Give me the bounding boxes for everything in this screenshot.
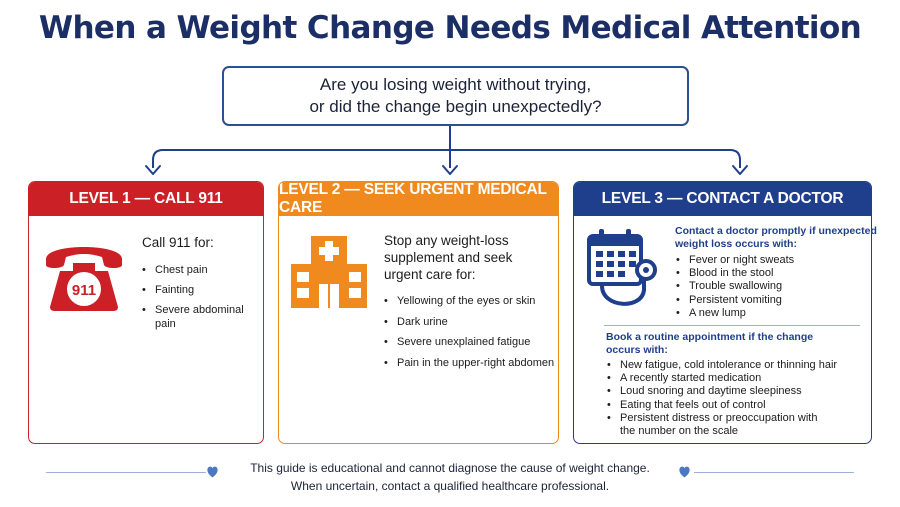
list-item: A recently started medication <box>607 372 869 385</box>
list-item: Yellowing of the eyes or skin <box>384 294 556 309</box>
level-3-routine-lead-line: occurs with: <box>606 344 668 356</box>
level-2-lead-line: Stop any weight-loss <box>384 233 509 248</box>
footer-disclaimer: This guide is educational and cannot dia… <box>200 459 700 495</box>
hospital-icon <box>291 236 367 308</box>
list-item: Fever or night sweats <box>676 254 866 267</box>
list-item: Persistent distress or preoccupation wit… <box>607 412 869 438</box>
heart-icon <box>207 466 218 478</box>
footer-divider-left <box>46 472 206 473</box>
list-item: Persistent vomiting <box>676 294 866 307</box>
footer-line-1: This guide is educational and cannot dia… <box>250 461 650 475</box>
arrow-level-1 <box>145 165 161 175</box>
list-item: Blood in the stool <box>676 267 866 280</box>
list-item: Severe unexplained fatigue <box>384 335 556 350</box>
list-item: A new lump <box>676 307 866 320</box>
list-item: Fainting <box>142 283 262 297</box>
heart-icon <box>679 466 690 478</box>
footer-divider-right <box>694 472 854 473</box>
list-item: Severe abdominal pain <box>142 303 262 331</box>
arrow-level-2 <box>442 165 458 175</box>
list-item: Loud snoring and daytime sleepiness <box>607 385 869 398</box>
level-2-card: LEVEL 2 — SEEK URGENT MEDICAL CARE <box>278 181 559 444</box>
footer-line-2: When uncertain, contact a qualified heal… <box>290 479 610 493</box>
question-line-1: Are you losing weight without trying, <box>319 75 592 94</box>
level-3-divider <box>604 325 860 326</box>
level-1-lead: Call 911 for: <box>142 235 214 250</box>
level-2-lead: Stop any weight-loss supplement and seek… <box>384 232 512 283</box>
level-3-routine-lead: Book a routine appointment if the change… <box>606 331 813 357</box>
level-3-lead-line: weight loss occurs with: <box>675 238 797 250</box>
level-2-lead-line: urgent care for: <box>384 267 476 282</box>
level-3-urgent-list: Fever or night sweats Blood in the stool… <box>676 254 866 320</box>
calendar-stethoscope-icon <box>587 229 657 306</box>
level-2-lead-line: supplement and seek <box>384 250 513 265</box>
list-item: New fatigue, cold intolerance or thinnin… <box>607 359 869 372</box>
list-item: Trouble swallowing <box>676 280 866 293</box>
list-item: Pain in the upper-right abdomen <box>384 356 556 371</box>
list-item: Chest pain <box>142 263 262 277</box>
phone-911-icon: 911 <box>46 247 122 311</box>
list-item-line: Persistent distress or preoccupation wit… <box>620 411 818 424</box>
page-title: When a Weight Change Needs Medical Atten… <box>38 10 862 46</box>
level-1-list: Chest pain Fainting Severe abdominal pai… <box>142 263 262 337</box>
list-item: Eating that feels out of control <box>607 399 869 412</box>
phone-911-label: 911 <box>72 282 96 299</box>
level-3-routine-lead-line: Book a routine appointment if the change <box>606 331 814 343</box>
level-3-routine-list: New fatigue, cold intolerance or thinnin… <box>607 359 869 438</box>
list-item: Dark urine <box>384 315 556 330</box>
level-3-header: LEVEL 3 — CONTACT A DOCTOR <box>574 182 871 216</box>
level-2-list: Yellowing of the eyes or skin Dark urine… <box>384 294 556 376</box>
list-item-line: the number on the scale <box>620 425 739 438</box>
arrow-level-3 <box>732 165 748 175</box>
connector-branch <box>152 149 741 168</box>
question-line-2: or did the change begin unexpectedly? <box>309 97 602 116</box>
level-1-header: LEVEL 1 — CALL 911 <box>29 182 263 216</box>
level-3-lead-line: Contact a doctor promptly if unexpected <box>675 225 877 237</box>
level-2-header: LEVEL 2 — SEEK URGENT MEDICAL CARE <box>279 182 558 216</box>
level-3-lead: Contact a doctor promptly if unexpected … <box>675 225 877 251</box>
question-box: Are you losing weight without trying, or… <box>222 66 689 126</box>
